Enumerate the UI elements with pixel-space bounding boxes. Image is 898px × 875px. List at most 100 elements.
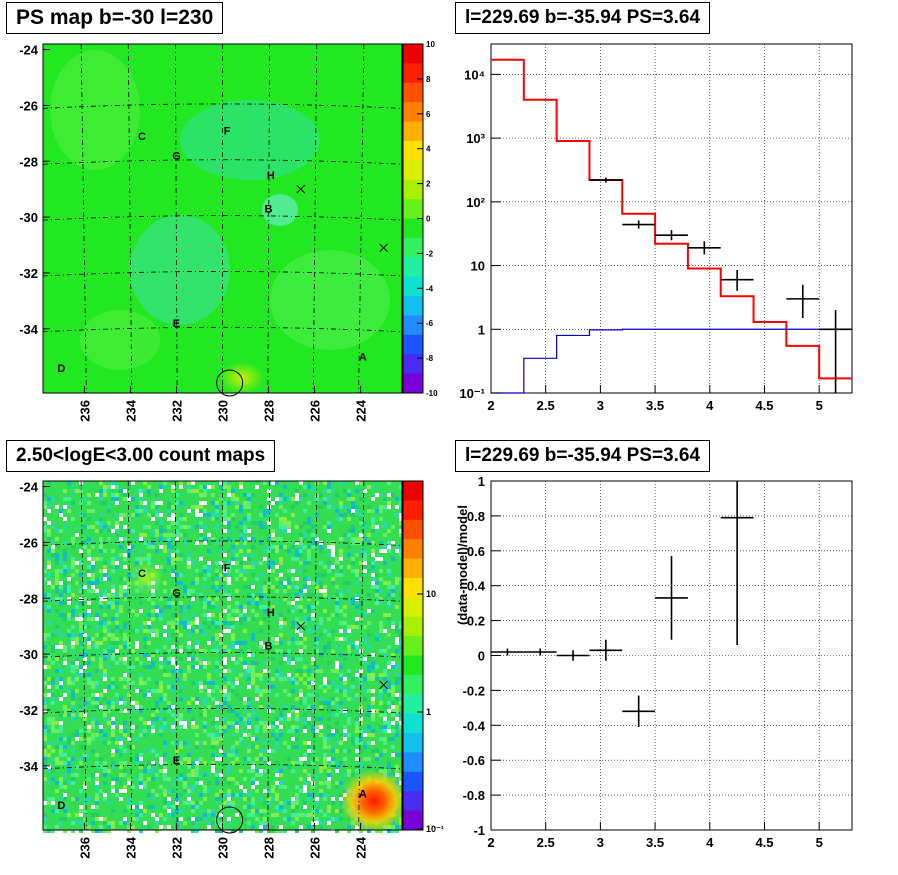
count-pixel: [51, 605, 55, 609]
count-pixel: [219, 729, 223, 733]
count-pixel: [203, 745, 207, 749]
count-pixel: [127, 781, 131, 785]
count-pixel: [143, 637, 147, 641]
count-pixel: [99, 557, 103, 561]
x-tick-label: 234: [123, 399, 138, 421]
count-pixel: [191, 725, 195, 729]
count-pixel: [391, 729, 395, 733]
count-pixel: [75, 581, 79, 585]
count-pixel: [267, 489, 271, 493]
count-pixel: [71, 661, 75, 665]
count-pixel: [215, 525, 219, 529]
count-pixel: [271, 721, 275, 725]
count-pixel: [59, 725, 63, 729]
count-pixel: [243, 805, 247, 809]
count-pixel: [347, 769, 351, 773]
count-pixel: [195, 725, 199, 729]
count-pixel: [199, 513, 203, 517]
count-pixel: [183, 585, 187, 589]
count-pixel: [219, 641, 223, 645]
count-pixel: [287, 581, 291, 585]
count-pixel: [151, 789, 155, 793]
count-pixel: [63, 809, 67, 813]
count-pixel: [343, 629, 347, 633]
count-pixel: [323, 497, 327, 501]
count-pixel: [147, 761, 151, 765]
count-pixel: [83, 753, 87, 757]
count-pixel: [387, 529, 391, 533]
count-pixel: [243, 825, 247, 829]
count-pixel: [255, 757, 259, 761]
count-pixel: [151, 525, 155, 529]
count-pixel: [63, 553, 67, 557]
count-pixel: [51, 681, 55, 685]
count-pixel: [323, 677, 327, 681]
count-map-source-C-blob: [128, 562, 164, 594]
count-pixel: [123, 821, 127, 825]
count-pixel: [379, 493, 383, 497]
count-pixel: [215, 561, 219, 565]
count-pixel: [55, 685, 59, 689]
count-pixel: [275, 805, 279, 809]
count-pixel: [279, 613, 283, 617]
count-pixel: [359, 681, 363, 685]
count-pixel: [243, 669, 247, 673]
count-pixel: [163, 549, 167, 553]
count-pixel: [71, 797, 75, 801]
count-pixel: [247, 513, 251, 517]
count-pixel: [63, 793, 67, 797]
count-pixel: [395, 545, 399, 549]
count-pixel: [103, 621, 107, 625]
count-pixel: [291, 781, 295, 785]
count-pixel: [87, 493, 91, 497]
count-pixel: [255, 789, 259, 793]
count-pixel: [267, 505, 271, 509]
count-pixel: [203, 565, 207, 569]
count-pixel: [135, 657, 139, 661]
count-pixel: [367, 741, 371, 745]
count-pixel: [163, 777, 167, 781]
count-pixel: [275, 481, 279, 485]
count-pixel: [375, 509, 379, 513]
count-pixel: [267, 801, 271, 805]
count-pixel: [227, 537, 231, 541]
count-pixel: [175, 557, 179, 561]
count-pixel: [243, 757, 247, 761]
count-pixel: [79, 629, 83, 633]
count-pixel: [59, 589, 63, 593]
colorbar-swatch: [403, 354, 423, 375]
count-pixel: [327, 529, 331, 533]
count-pixel: [147, 625, 151, 629]
count-pixel: [151, 813, 155, 817]
count-pixel: [307, 561, 311, 565]
count-pixel: [247, 505, 251, 509]
count-pixel: [99, 737, 103, 741]
count-pixel: [267, 789, 271, 793]
count-pixel: [219, 825, 223, 829]
count-pixel: [251, 809, 255, 813]
count-pixel: [251, 741, 255, 745]
count-pixel: [223, 753, 227, 757]
count-pixel: [207, 561, 211, 565]
count-pixel: [55, 585, 59, 589]
count-pixel: [291, 505, 295, 509]
count-pixel: [247, 717, 251, 721]
count-pixel: [295, 617, 299, 621]
count-pixel: [247, 725, 251, 729]
count-pixel: [207, 573, 211, 577]
count-pixel: [307, 617, 311, 621]
count-pixel: [379, 701, 383, 705]
colorbar-tick-label: 0: [426, 215, 431, 224]
count-pixel: [171, 545, 175, 549]
count-pixel: [295, 817, 299, 821]
count-pixel: [143, 725, 147, 729]
count-pixel: [263, 521, 267, 525]
count-pixel: [371, 589, 375, 593]
count-pixel: [235, 681, 239, 685]
count-pixel: [211, 513, 215, 517]
count-pixel: [151, 601, 155, 605]
count-pixel: [135, 773, 139, 777]
count-pixel: [275, 669, 279, 673]
count-pixel: [79, 633, 83, 637]
count-pixel: [71, 825, 75, 829]
